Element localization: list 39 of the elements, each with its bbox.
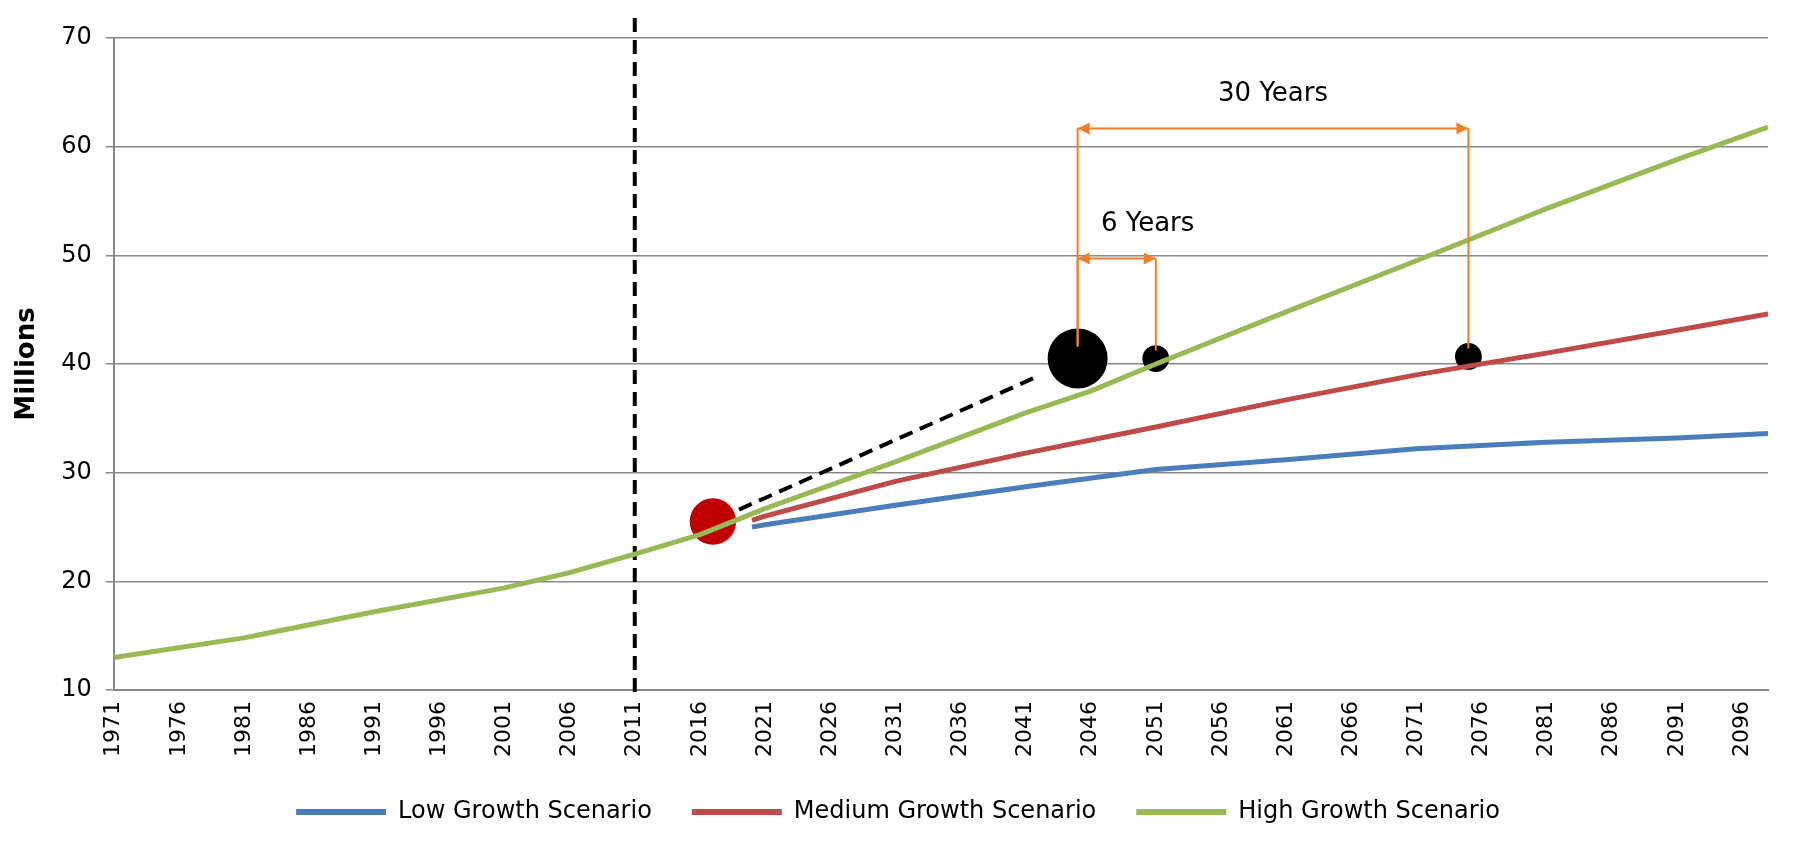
annotation: 6 Years xyxy=(1100,207,1195,238)
y-tick-label: 10 xyxy=(61,674,92,703)
x-tick-label: 2006 xyxy=(555,701,581,758)
y-tick-label: 40 xyxy=(61,348,92,377)
x-tick-label: 2051 xyxy=(1141,701,1167,758)
x-tick-label: 2066 xyxy=(1336,701,1362,758)
x-tick-label: 2001 xyxy=(490,701,516,758)
x-tick-label: 1996 xyxy=(425,701,451,758)
x-tick-label: 1991 xyxy=(359,701,385,758)
y-tick-label: 70 xyxy=(61,22,92,51)
x-tick-label: 1976 xyxy=(164,701,190,758)
x-tick-label: 2021 xyxy=(750,701,776,758)
x-tick-label: 1986 xyxy=(294,701,320,758)
legend-label: Medium Growth Scenario xyxy=(793,796,1097,825)
legend-label: Low Growth Scenario xyxy=(398,796,652,825)
x-tick-label: 2041 xyxy=(1011,701,1037,758)
x-tick-label: 2036 xyxy=(946,701,972,758)
x-tick-label: 2046 xyxy=(1076,701,1102,758)
x-tick-label: 2086 xyxy=(1597,701,1623,758)
x-tick-label: 2071 xyxy=(1402,701,1428,758)
x-tick-label: 2026 xyxy=(815,701,841,758)
y-tick-label: 20 xyxy=(61,565,92,594)
legend-label: High Growth Scenario xyxy=(1238,796,1500,825)
x-tick-label: 2011 xyxy=(620,701,646,758)
y-axis-title: Millions xyxy=(10,307,41,421)
x-tick-label: 2096 xyxy=(1727,701,1753,758)
x-tick-label: 2081 xyxy=(1532,701,1558,758)
x-tick-label: 1981 xyxy=(229,701,255,758)
y-tick-label: 30 xyxy=(61,456,92,485)
x-tick-label: 2076 xyxy=(1467,701,1493,758)
annotation: 30 Years xyxy=(1218,77,1328,108)
x-tick-label: 2061 xyxy=(1271,701,1297,758)
x-tick-label: 2031 xyxy=(881,701,906,758)
x-tick-label: 2016 xyxy=(685,701,711,758)
y-tick-label: 60 xyxy=(61,130,92,159)
x-tick-label: 2056 xyxy=(1206,701,1232,758)
x-tick-label: 2091 xyxy=(1662,701,1688,758)
x-tick-label: 1971 xyxy=(99,701,125,758)
y-tick-label: 50 xyxy=(61,239,92,268)
